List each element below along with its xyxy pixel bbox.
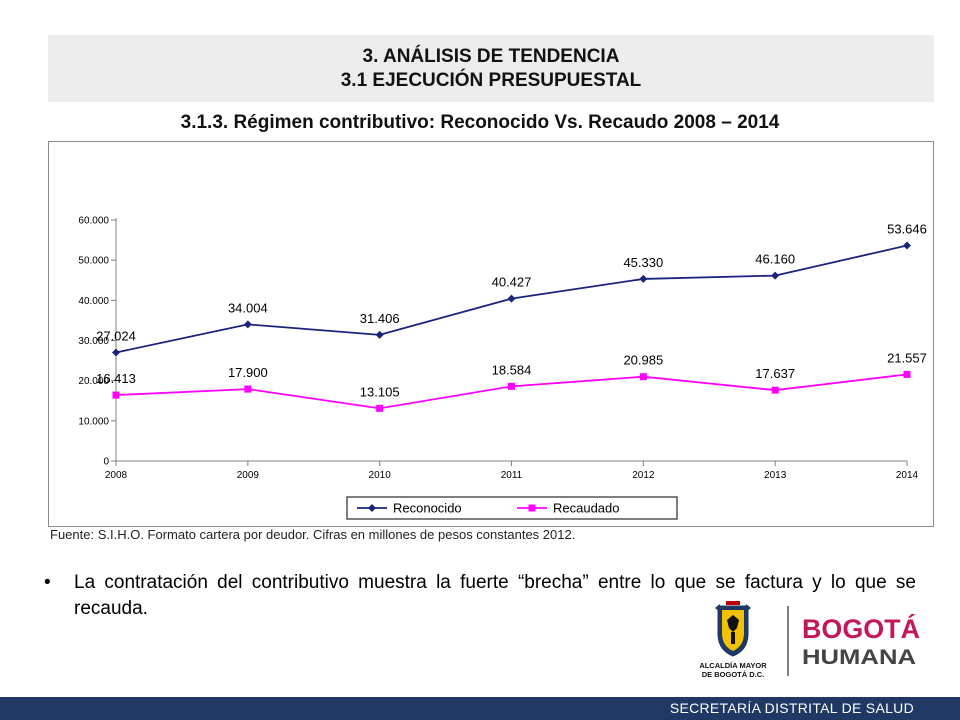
x-tick-label: 2010: [369, 470, 392, 481]
alcaldia-line2: DE BOGOTÁ D.C.: [702, 670, 765, 679]
x-tick-label: 2013: [764, 470, 787, 481]
data-point-recaudado: [244, 385, 252, 393]
y-tick-label: 10.000: [78, 416, 109, 427]
y-tick-label: 60.000: [78, 216, 109, 227]
legend-swatch-marker: [528, 504, 536, 512]
legend-label: Reconocido: [393, 501, 462, 516]
data-point-reconocido: [507, 294, 516, 303]
source-note: Fuente: S.I.H.O. Formato cartera por deu…: [50, 527, 576, 542]
data-point-recaudado: [508, 382, 515, 390]
footer-bar: SECRETARÍA DISTRITAL DE SALUD: [0, 697, 960, 720]
footer-text: SECRETARÍA DISTRITAL DE SALUD: [669, 700, 914, 716]
data-point-recaudado: [376, 404, 384, 412]
y-tick-label: 20.000: [78, 376, 109, 387]
data-point-recaudado: [639, 373, 647, 381]
data-point-reconocido: [243, 320, 252, 329]
data-label-recaudado: 13.105: [360, 384, 400, 399]
bullet-text: La contratación del contributivo muestra…: [74, 572, 916, 619]
data-point-reconocido: [375, 330, 384, 339]
data-label-reconocido: 27.024: [96, 328, 136, 343]
y-tick-label: 30.000: [78, 336, 109, 347]
data-label-recaudado: 17.637: [755, 366, 795, 381]
data-label-reconocido: 31.406: [360, 311, 400, 326]
data-point-recaudado: [771, 386, 779, 394]
legend-swatch-marker: [368, 504, 376, 512]
logos: ALCALDÍA MAYOR DE BOGOTÁ D.C. BOGOTÁ HUM…: [699, 601, 920, 679]
data-label-reconocido: 45.330: [623, 255, 663, 270]
line-chart: 0 10.000 20.000 30.000 40.000 50.000 60.000 200…: [78, 216, 927, 520]
data-point-recaudado: [112, 391, 120, 399]
x-tick-label: 2008: [105, 470, 128, 481]
y-tick-label: 50.000: [78, 256, 109, 267]
section-header: 3. ANÁLISIS DE TENDENCIA 3.1 EJECUCIÓN P…: [48, 35, 934, 102]
data-label-reconocido: 34.004: [228, 300, 268, 315]
bogota-humana-logo: BOGOTÁ HUMANA: [802, 613, 920, 669]
data-label-recaudado: 17.900: [228, 365, 268, 380]
data-point-recaudado: [903, 370, 911, 378]
legend-label: Recaudado: [553, 501, 620, 516]
data-label-reconocido: 53.646: [887, 222, 927, 237]
chart-heading: 3.1.3. Régimen contributivo: Reconocido …: [180, 112, 780, 133]
data-point-reconocido: [112, 348, 120, 357]
alcaldia-logo: ALCALDÍA MAYOR DE BOGOTÁ D.C.: [699, 601, 767, 679]
chart-frame: 0 10.000 20.000 30.000 40.000 50.000 60.000 200…: [48, 141, 934, 527]
data-label-reconocido: 40.427: [492, 275, 532, 290]
coat-of-arms-icon: [715, 601, 751, 657]
x-tick-label: 2011: [501, 470, 523, 481]
data-label-recaudado: 20.985: [623, 353, 663, 368]
data-label-recaudado: 21.557: [887, 350, 927, 365]
data-point-reconocido: [903, 241, 911, 250]
y-tick-label: 40.000: [78, 296, 109, 307]
alcaldia-line1: ALCALDÍA MAYOR: [699, 661, 767, 670]
data-label-reconocido: 46.160: [755, 252, 795, 267]
section-subtitle: 3.1 EJECUCIÓN PRESUPUESTAL: [340, 69, 642, 91]
data-point-reconocido: [771, 271, 780, 280]
data-label-recaudado: 16.413: [96, 371, 136, 386]
x-tick-label: 2014: [896, 470, 919, 481]
y-tick-label: 0: [103, 457, 109, 468]
legend-box: [346, 496, 678, 520]
bullet-item: • La contratación del contributivo muest…: [44, 570, 916, 622]
bogota-wordmark-line1: BOGOTÁ: [802, 613, 920, 644]
bullet-mark: •: [44, 572, 51, 593]
x-tick-label: 2009: [237, 470, 260, 481]
data-label-recaudado: 18.584: [492, 362, 532, 377]
bogota-wordmark-line2: HUMANA: [802, 646, 916, 669]
data-point-reconocido: [639, 274, 648, 283]
section-title: 3. ANÁLISIS DE TENDENCIA: [362, 45, 620, 67]
x-tick-label: 2012: [632, 470, 655, 481]
